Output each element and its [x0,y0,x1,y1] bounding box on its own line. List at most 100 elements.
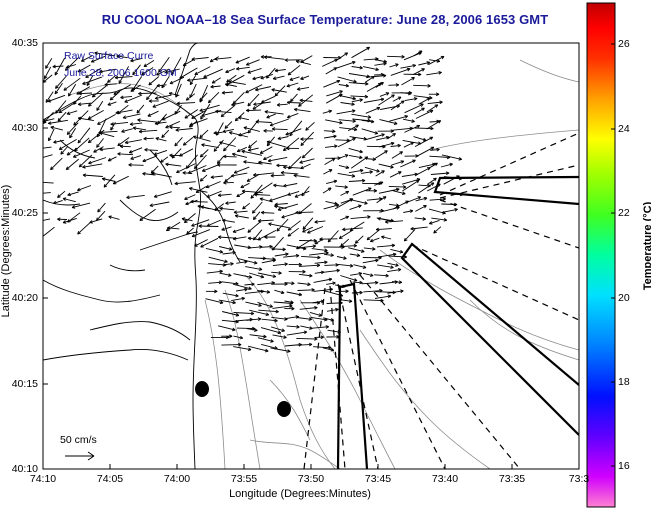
current-vector [285,128,302,136]
radar-beam-lines [303,132,579,469]
current-vector-head [335,308,339,312]
current-vector-head [388,295,392,299]
colorbar-ticks [611,43,615,467]
current-vector-head [417,125,421,129]
current-vector-head [296,59,300,62]
current-vector-head [165,162,169,165]
radar-beam-outlines [336,175,579,469]
current-vector [430,172,450,175]
current-vector-head [382,170,385,174]
current-vector-head [286,351,291,353]
current-vector-head [335,264,339,267]
current-vector-head [191,233,195,237]
current-vector [82,174,103,177]
current-vector [165,68,180,74]
current-vector [270,347,291,352]
current-vector [417,146,435,157]
current-vector-head [90,59,94,63]
current-vector [340,215,349,221]
current-vector-head [383,63,387,66]
current-vector-head [289,305,293,308]
current-vector-head [224,261,228,264]
current-vector-head [424,197,428,201]
xtick-label: 73:3 [568,473,590,485]
current-vector [348,247,365,253]
current-vector-head [57,194,60,198]
current-vector [388,185,407,188]
current-vector [314,220,326,223]
current-vector-head [260,276,264,279]
current-vector-head [185,201,189,205]
current-vector [297,282,311,286]
current-vector-head [228,249,233,251]
current-vector-head [400,151,403,155]
current-vector [266,67,276,79]
current-vector [229,131,249,138]
current-vector [234,166,250,174]
current-vector [429,219,440,225]
current-vector-head [404,115,409,119]
current-vector-head [295,210,299,213]
current-vector-head [346,216,350,220]
current-vector [261,343,278,349]
current-vector-head [82,164,86,168]
current-vector-head [311,289,315,292]
current-vector-head [97,121,100,125]
current-vector-head [248,277,253,279]
current-vector [325,200,338,205]
current-vector [57,111,67,122]
current-vector [294,190,310,198]
current-vector-head [266,142,269,146]
current-vector [232,227,245,233]
current-vector-head [454,208,458,212]
current-vector-head [302,229,305,233]
current-vector-head [247,349,252,352]
current-vector [379,142,395,148]
current-vector [325,93,343,104]
current-vector-head [324,261,328,265]
current-vector-head [338,235,342,239]
current-vector-head [439,101,443,105]
current-vector-head [370,121,375,124]
current-vector [65,158,79,170]
current-vector [334,198,354,210]
current-vector [48,119,68,124]
current-vector-head [138,91,142,94]
current-vector-head [268,222,272,225]
current-vector-head [143,136,147,140]
current-vector-head [126,195,130,198]
current-vector-head [77,187,80,191]
current-vector [277,103,288,106]
current-vector-head [329,187,332,192]
current-vector-head [247,102,250,107]
current-vector [366,229,380,241]
current-vector-head [82,173,87,176]
current-vector-head [317,257,321,260]
current-vector [323,204,340,210]
colorbar-tick-label: 26 [618,38,630,50]
current-vector [223,137,237,152]
current-vector-head [149,203,153,207]
current-vector [363,247,376,250]
current-vector [236,257,258,264]
current-vector-head [438,120,442,124]
current-vector [191,57,209,60]
current-vector [387,133,396,140]
current-vector-head [367,116,371,119]
current-vector [389,115,408,122]
current-vector-head [344,186,348,189]
current-vector-head [314,307,318,310]
current-vector-head [160,159,163,163]
current-vector [189,187,208,193]
current-vector [253,211,261,220]
current-vector-head [353,245,357,248]
current-vector-head [58,146,62,150]
current-vector [161,76,170,89]
current-vector-head [435,104,439,108]
current-vector-head [314,240,318,245]
current-vector [286,291,302,296]
current-vector [284,300,294,304]
current-vector-head [274,320,278,323]
current-vector-head [263,128,267,132]
current-vector [69,128,76,139]
